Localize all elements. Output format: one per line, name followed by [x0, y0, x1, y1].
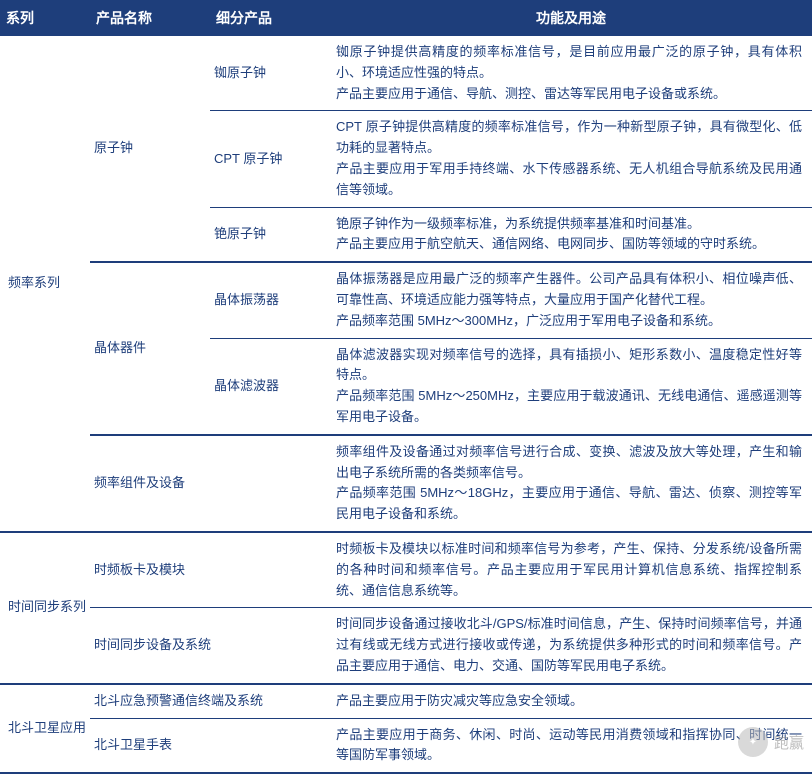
header-product: 产品名称	[90, 0, 210, 36]
table-row: 北斗卫星手表 产品主要应用于商务、休闲、时尚、运动等民用消费领域和指挥协同、时间…	[0, 718, 812, 773]
cell-desc: 铷原子钟提供高精度的频率标准信号，是目前应用最广泛的原子钟，具有体积小、环境适应…	[330, 36, 812, 111]
cell-sub: 铷原子钟	[210, 36, 330, 111]
cell-product: 原子钟	[90, 36, 210, 262]
cell-sub: 晶体滤波器	[210, 338, 330, 435]
cell-product: 北斗应急预警通信终端及系统	[90, 684, 330, 718]
cell-series: 北斗卫星应用	[0, 684, 90, 773]
cell-desc: 产品主要应用于防灾减灾等应急安全领域。	[330, 684, 812, 718]
cell-product: 时间同步设备及系统	[90, 608, 330, 684]
header-sub: 细分产品	[210, 0, 330, 36]
cell-desc: 时间同步设备通过接收北斗/GPS/标准时间信息，产生、保持时间频率信号，并通过有…	[330, 608, 812, 684]
table-row: 时间同步设备及系统 时间同步设备通过接收北斗/GPS/标准时间信息，产生、保持时…	[0, 608, 812, 684]
cell-sub: 铯原子钟	[210, 207, 330, 262]
cell-series: 频率系列	[0, 36, 90, 532]
cell-desc: 晶体滤波器实现对频率信号的选择，具有插损小、矩形系数小、温度稳定性好等特点。产品…	[330, 338, 812, 435]
cell-series: 时间同步系列	[0, 532, 90, 684]
cell-desc: 产品主要应用于商务、休闲、时尚、运动等民用消费领域和指挥协同、时间统一等国防军事…	[330, 718, 812, 773]
table-row: 频率组件及设备 频率组件及设备通过对频率信号进行合成、变换、滤波及放大等处理，产…	[0, 435, 812, 532]
header-desc: 功能及用途	[330, 0, 812, 36]
table-row: 频率系列 原子钟 铷原子钟 铷原子钟提供高精度的频率标准信号，是目前应用最广泛的…	[0, 36, 812, 111]
cell-desc: 晶体振荡器是应用最广泛的频率产生器件。公司产品具有体积小、相位噪声低、可靠性高、…	[330, 262, 812, 338]
table-row: 晶体器件 晶体振荡器 晶体振荡器是应用最广泛的频率产生器件。公司产品具有体积小、…	[0, 262, 812, 338]
cell-sub: 晶体振荡器	[210, 262, 330, 338]
cell-product: 时频板卡及模块	[90, 532, 330, 608]
cell-desc: 铯原子钟作为一级频率标准，为系统提供频率基准和时间基准。产品主要应用于航空航天、…	[330, 207, 812, 262]
cell-product: 晶体器件	[90, 262, 210, 435]
cell-product: 频率组件及设备	[90, 435, 330, 532]
table-row: 时间同步系列 时频板卡及模块 时频板卡及模块以标准时间和频率信号为参考，产生、保…	[0, 532, 812, 608]
cell-sub: CPT 原子钟	[210, 111, 330, 207]
cell-product: 北斗卫星手表	[90, 718, 330, 773]
cell-desc: CPT 原子钟提供高精度的频率标准信号，作为一种新型原子钟，具有微型化、低功耗的…	[330, 111, 812, 207]
table-row: 北斗卫星应用 北斗应急预警通信终端及系统 产品主要应用于防灾减灾等应急安全领域。	[0, 684, 812, 718]
header-series: 系列	[0, 0, 90, 36]
table-header-row: 系列 产品名称 细分产品 功能及用途	[0, 0, 812, 36]
cell-desc: 频率组件及设备通过对频率信号进行合成、变换、滤波及放大等处理，产生和输出电子系统…	[330, 435, 812, 532]
cell-desc: 时频板卡及模块以标准时间和频率信号为参考，产生、保持、分发系统/设备所需的各种时…	[330, 532, 812, 608]
